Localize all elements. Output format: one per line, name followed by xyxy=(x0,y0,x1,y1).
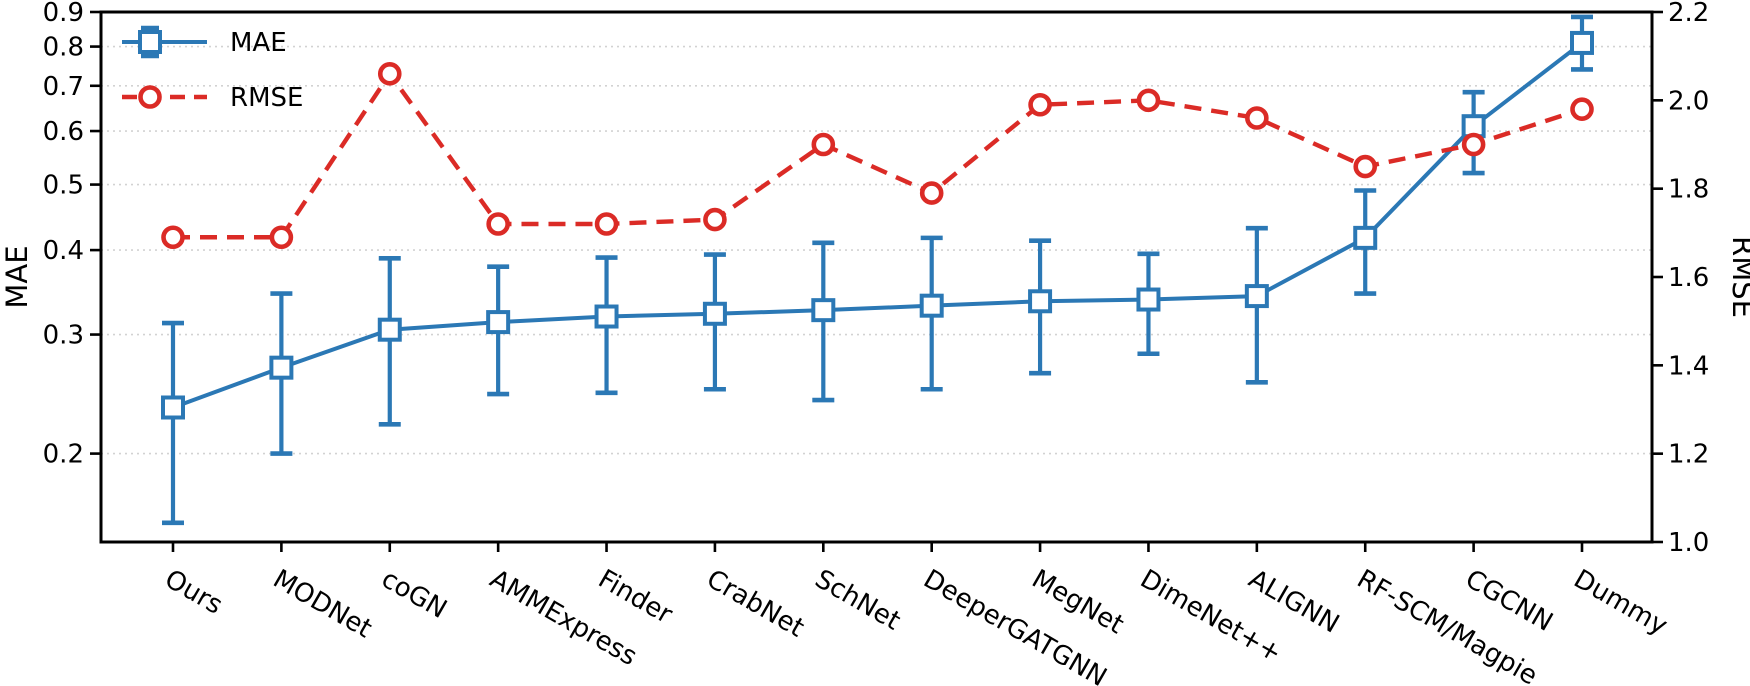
mae-marker-cogn xyxy=(377,317,402,342)
left-tick-label-0.5: 0.5 xyxy=(43,171,84,201)
rmse-marker-megnet xyxy=(1028,92,1052,117)
rmse-marker-modnet xyxy=(269,225,294,250)
left-tick-label-0.3: 0.3 xyxy=(43,321,84,351)
mae-marker-megnet xyxy=(1028,289,1053,314)
mae-marker-ammexpress xyxy=(486,310,511,335)
legend-label-mae: MAE xyxy=(230,28,287,58)
mae-error-bar-ours xyxy=(162,320,184,526)
right-tick-label-1.8: 1.8 xyxy=(1668,175,1709,205)
right-tick-label-1.0: 1.0 xyxy=(1668,528,1709,558)
rmse-marker-alignn xyxy=(1245,106,1269,130)
left-tick-label-0.9: 0.9 xyxy=(43,0,84,28)
rmse-marker-schnet xyxy=(811,132,836,157)
rmse-marker-dimenet xyxy=(1136,88,1161,113)
rmse-marker-deepergatgnn xyxy=(919,181,944,205)
rmse-marker-cgcnn xyxy=(1461,132,1486,157)
rmse-marker-cogn xyxy=(377,62,402,86)
rmse-marker-finder xyxy=(594,212,619,236)
mae-marker-finder xyxy=(594,304,619,329)
mae-marker-modnet xyxy=(269,355,294,380)
gridlines xyxy=(101,45,1652,455)
right-tick-label-1.6: 1.6 xyxy=(1668,263,1709,293)
mae-marker-alignn xyxy=(1244,284,1269,309)
left-axis: 0.9 0.8 0.7 0.6 0.5 0.4 0.3 0.2 xyxy=(43,0,101,470)
right-tick-label-1.2: 1.2 xyxy=(1668,440,1709,470)
left-tick-label-0.2: 0.2 xyxy=(43,440,84,470)
mae-marker-dimenet xyxy=(1136,287,1161,312)
mae-marker-rf-scm-magpie xyxy=(1353,225,1378,250)
mae-marker-schnet xyxy=(811,298,836,323)
rmse-marker-rf-scm-magpie xyxy=(1353,154,1378,179)
right-tick-label-2.2: 2.2 xyxy=(1668,0,1709,28)
mae-markers xyxy=(161,30,1594,420)
left-axis-title: MAE xyxy=(0,245,34,308)
legend-mae-square-marker-icon xyxy=(138,30,162,54)
mae-marker-crabnet xyxy=(702,301,727,326)
legend: MAE RMSE xyxy=(122,25,303,113)
mae-line xyxy=(172,41,1584,410)
rmse-line xyxy=(173,69,1583,240)
left-tick-label-0.6: 0.6 xyxy=(43,117,84,147)
rmse-marker-ammexpress xyxy=(486,212,510,236)
right-axis-title: RMSE xyxy=(1726,236,1750,318)
legend-item-rmse: RMSE xyxy=(122,83,303,113)
left-tick-label-0.7: 0.7 xyxy=(43,72,84,102)
right-tick-label-1.4: 1.4 xyxy=(1668,351,1709,381)
legend-label-rmse: RMSE xyxy=(230,83,303,113)
rmse-marker-dummy xyxy=(1570,97,1594,121)
left-tick-label-0.8: 0.8 xyxy=(43,33,84,63)
mae-marker-ours xyxy=(161,395,185,420)
legend-item-mae: MAE xyxy=(122,25,287,59)
rmse-marker-crabnet xyxy=(703,207,727,232)
legend-rmse-circle-marker-icon xyxy=(138,85,162,109)
rmse-marker-ours xyxy=(161,225,185,250)
mae-marker-dummy xyxy=(1570,30,1594,55)
right-axis: 2.2 2.0 1.8 1.6 1.4 1.2 1.0 xyxy=(1652,0,1709,558)
mae-marker-deepergatgnn xyxy=(919,293,944,318)
left-tick-label-0.4: 0.4 xyxy=(43,236,84,266)
right-tick-label-2.0: 2.0 xyxy=(1668,86,1709,116)
rmse-markers xyxy=(161,62,1594,250)
